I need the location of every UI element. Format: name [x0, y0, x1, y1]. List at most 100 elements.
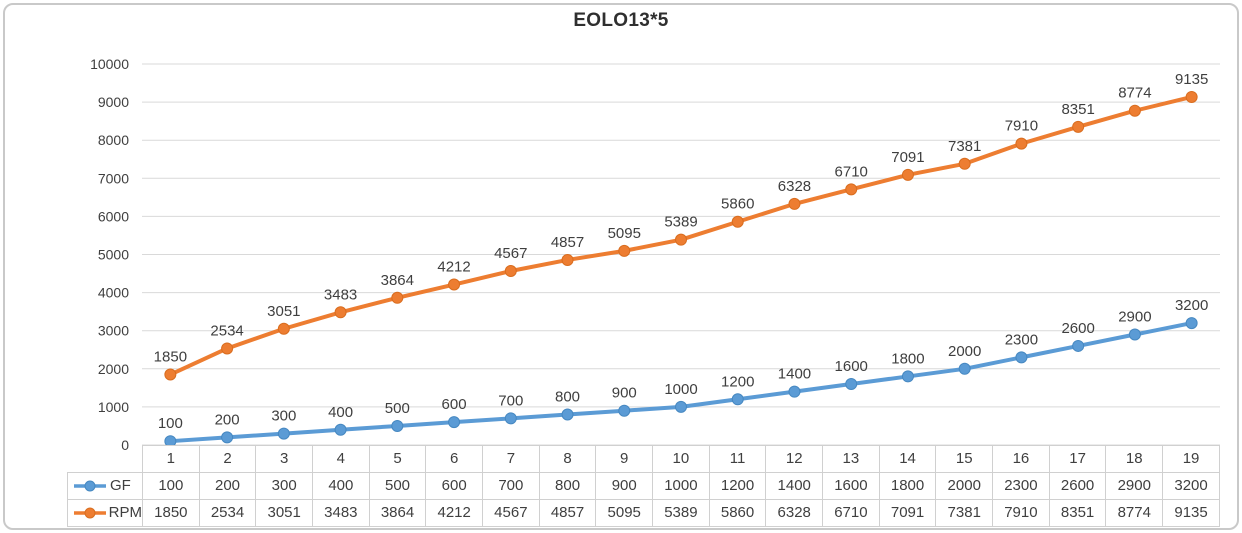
rpm-value-cell: 7910	[992, 499, 1050, 527]
y-axis-tick-label: 3000	[98, 323, 129, 339]
rpm-data-label: 7091	[891, 149, 924, 166]
card-border	[3, 3, 1239, 530]
gf-data-label: 2600	[1061, 320, 1094, 337]
x-axis-category-label: 6	[425, 445, 484, 473]
rpm-legend-key: RPM	[67, 499, 143, 527]
gf-value-cell: 1200	[708, 472, 767, 500]
gf-value-cell: 1400	[765, 472, 824, 500]
rpm-data-point-marker	[731, 215, 744, 228]
gf-data-point-marker	[391, 419, 404, 432]
rpm-data-label: 8351	[1061, 101, 1094, 118]
chart-title: EOLO13*5	[573, 10, 669, 31]
y-axis-tick-label: 7000	[98, 170, 129, 186]
rpm-data-label: 6328	[778, 178, 811, 195]
gf-data-point-marker	[675, 400, 687, 413]
x-axis-category-label: 2	[198, 445, 257, 473]
gf-data-point-marker	[277, 427, 290, 440]
gf-value-cell: 700	[482, 472, 540, 500]
rpm-value-cell: 4857	[538, 499, 597, 527]
rpm-data-label: 7910	[1005, 118, 1038, 135]
x-axis-header-row: 1 2 3 4 5 6 7 8 9 10 11 12 13 14 15 16 17 18 19	[68, 445, 1220, 473]
x-axis-category-label: 1	[142, 445, 200, 473]
rpm-data-point-marker	[845, 183, 858, 196]
gf-data-point-marker	[221, 431, 234, 444]
rpm-data-point-marker	[675, 233, 687, 246]
rpm-value-cell: 7091	[878, 499, 937, 527]
rpm-data-label: 3864	[381, 272, 414, 289]
rpm-data-point-marker	[788, 197, 801, 210]
rpm-data-label: 5389	[664, 214, 697, 231]
rpm-value-cell: 5860	[708, 499, 767, 527]
rpm-data-point-marker	[561, 253, 574, 266]
y-axis-tick-label: 9000	[98, 94, 129, 110]
gf-data-label: 3200	[1175, 297, 1208, 314]
rpm-table-row: RPM 1850 2534 3051 3483 3864 4212 4567 4857 5095 5…	[67, 499, 1220, 527]
x-axis-category-label: 15	[935, 445, 994, 473]
gf-value-cell: 200	[198, 472, 257, 500]
rpm-value-cell: 8774	[1105, 499, 1164, 527]
gf-data-label: 1200	[721, 373, 754, 390]
x-axis-category-label: 16	[992, 445, 1050, 473]
gf-data-point-marker	[1128, 328, 1141, 341]
rpm-data-point-marker	[901, 168, 914, 181]
y-axis-tick-label: 2000	[98, 361, 129, 377]
rpm-value-cell: 4567	[482, 499, 540, 527]
x-axis-category-label: 14	[878, 445, 937, 473]
gf-data-point-marker	[561, 408, 574, 421]
y-axis-tick-label: 4000	[98, 285, 129, 301]
rpm-value-cell: 9135	[1162, 499, 1220, 527]
gf-data-label: 300	[271, 408, 296, 425]
x-axis-category-label: 11	[708, 445, 767, 473]
gf-data-point-marker	[1185, 317, 1198, 330]
y-axis-tick-label: 8000	[98, 132, 129, 148]
gf-value-cell: 1000	[652, 472, 710, 500]
rpm-value-cell: 6328	[765, 499, 824, 527]
gf-data-label: 1000	[664, 381, 697, 398]
gf-data-label: 600	[442, 396, 467, 413]
y-axis-tick-label: 6000	[98, 208, 129, 224]
gf-data-point-marker	[845, 378, 858, 391]
rpm-value-cell: 7381	[935, 499, 994, 527]
gf-legend-key: GF	[67, 472, 143, 500]
x-axis-category-label: 19	[1162, 445, 1220, 473]
x-axis-category-label: 4	[312, 445, 370, 473]
y-axis-tick-label: 10000	[90, 56, 129, 72]
rpm-data-point-marker	[164, 368, 177, 381]
gf-data-label: 400	[328, 404, 353, 421]
gf-legend-marker-icon	[74, 480, 106, 492]
y-axis-tick-label: 5000	[98, 247, 129, 263]
rpm-data-point-marker	[334, 306, 347, 319]
gf-value-cell: 300	[255, 472, 314, 500]
gf-data-point-marker	[788, 385, 801, 398]
gf-data-label: 1400	[778, 366, 811, 383]
rpm-data-label: 3051	[267, 303, 300, 320]
rpm-legend-label: RPM	[108, 504, 142, 521]
gf-value-cell: 900	[595, 472, 654, 500]
rpm-data-point-marker	[448, 278, 461, 291]
rpm-data-label: 9135	[1175, 71, 1208, 88]
gf-value-cell: 2300	[992, 472, 1050, 500]
x-axis-category-label: 13	[822, 445, 880, 473]
data-table: 1 2 3 4 5 6 7 8 9 10 11 12 13 14 15 16 17 18 19 GF 100 200 300…	[67, 445, 1220, 527]
gf-data-point-marker	[901, 370, 914, 383]
gf-data-label: 1600	[835, 358, 868, 375]
y-axis-tick-label: 0	[121, 437, 129, 453]
rpm-data-point-marker	[618, 244, 631, 257]
rpm-data-point-marker	[1185, 90, 1198, 103]
rpm-value-cell: 2534	[198, 499, 257, 527]
y-axis-tick-label: 1000	[98, 399, 129, 415]
x-axis-category-label: 3	[255, 445, 314, 473]
rpm-data-label: 4857	[551, 234, 584, 251]
rpm-data-label: 4567	[494, 245, 527, 262]
rpm-data-label: 5860	[721, 196, 754, 213]
rpm-data-point-marker	[1015, 137, 1028, 150]
gf-data-label: 200	[215, 411, 240, 428]
gf-data-point-marker	[334, 423, 347, 436]
gf-value-cell: 500	[368, 472, 427, 500]
rpm-value-cell: 5389	[652, 499, 710, 527]
rpm-data-point-marker	[391, 291, 404, 304]
gf-data-label: 700	[498, 392, 523, 409]
gf-data-label: 2000	[948, 343, 981, 360]
